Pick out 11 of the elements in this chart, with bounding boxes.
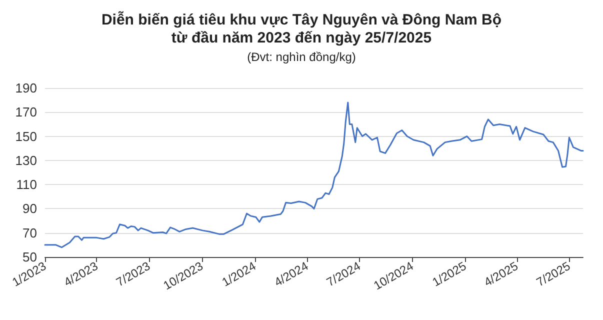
- y-tick-label: 110: [16, 177, 37, 192]
- y-tick-label: 90: [22, 201, 37, 216]
- y-tick-label: 70: [22, 225, 37, 240]
- chart-subtitle: (Đvt: nghìn đồng/kg): [247, 50, 356, 64]
- line-series: [44, 102, 584, 248]
- chart-title: Diễn biến giá tiêu khu vực Tây Nguyên và Đông Nam Bộ từ đầu năm 2023 đến ngày 25/7/2025: [101, 10, 502, 46]
- y-tick-label: 190: [15, 80, 37, 96]
- y-tick-label: 50: [22, 250, 37, 264]
- y-tick-label: 130: [15, 152, 37, 168]
- y-tick-label: 150: [15, 128, 37, 144]
- y-tick-label: 170: [15, 104, 37, 120]
